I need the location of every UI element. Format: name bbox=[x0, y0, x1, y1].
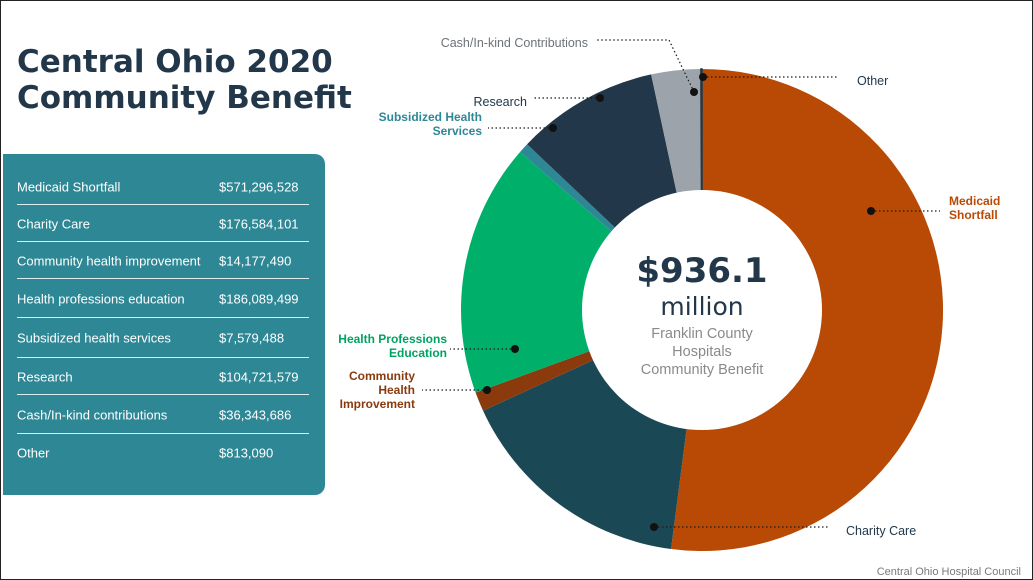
row-divider bbox=[17, 433, 309, 434]
center-caption-line-1: Franklin County bbox=[651, 326, 753, 342]
donut-hole bbox=[582, 190, 822, 430]
row-value: $104,721,579 bbox=[219, 369, 299, 384]
row-label: Cash/In-kind contributions bbox=[17, 407, 168, 422]
benefit-table: Medicaid Shortfall $571,296,528 Charity … bbox=[3, 154, 325, 495]
table-row: Subsidized health services $7,579,488 bbox=[17, 318, 309, 358]
callout-dot-subsidized bbox=[549, 124, 557, 132]
callout-dot-research bbox=[596, 94, 604, 102]
table-row: Medicaid Shortfall $571,296,528 bbox=[17, 168, 309, 205]
callout-label-line: Medicaid bbox=[949, 194, 1000, 208]
row-label: Medicaid Shortfall bbox=[17, 179, 121, 194]
callout-label-education: Health Professions Education bbox=[338, 332, 447, 360]
callout-label-research: Research bbox=[474, 95, 528, 109]
callout-label-charity: Charity Care bbox=[846, 524, 916, 538]
row-value: $176,584,101 bbox=[219, 216, 299, 231]
row-value: $186,089,499 bbox=[219, 291, 299, 306]
callout-label-community: Community Health Improvement bbox=[340, 369, 416, 411]
callout-label-cash: Cash/In-kind Contributions bbox=[441, 36, 588, 50]
callout-label-line: Charity Care bbox=[846, 524, 916, 538]
footer-credit: Central Ohio Hospital Council bbox=[876, 566, 1021, 578]
callout-label-medicaid: Medicaid Shortfall bbox=[949, 194, 1000, 222]
table-row: Health professions education $186,089,49… bbox=[17, 279, 309, 318]
callout-label-line: Health bbox=[378, 383, 415, 397]
callout-label-line: Other bbox=[857, 74, 888, 88]
callout-label-line: Education bbox=[389, 346, 447, 360]
row-label: Health professions education bbox=[17, 291, 185, 306]
center-amount: $936.1 bbox=[636, 251, 767, 291]
callout-label-other: Other bbox=[857, 74, 888, 88]
row-value: $571,296,528 bbox=[219, 179, 299, 194]
row-divider bbox=[17, 278, 309, 279]
callout-dot-community bbox=[483, 386, 491, 394]
callout-label-line: Research bbox=[474, 95, 528, 109]
callout-label-line: Community bbox=[349, 369, 415, 383]
row-label: Community health improvement bbox=[17, 253, 201, 268]
table-row: Charity Care $176,584,101 bbox=[17, 205, 309, 242]
row-divider bbox=[17, 357, 309, 358]
row-value: $14,177,490 bbox=[219, 253, 292, 268]
callout-dot-charity bbox=[650, 523, 658, 531]
row-divider bbox=[17, 317, 309, 318]
row-value: $36,343,686 bbox=[219, 407, 292, 422]
callout-dot-education bbox=[511, 345, 519, 353]
center-caption-line-2: Hospitals bbox=[672, 344, 732, 360]
center-unit: million bbox=[660, 292, 743, 321]
row-divider bbox=[17, 394, 309, 395]
callout-dot-other bbox=[699, 73, 707, 81]
callout-dot-cash bbox=[690, 88, 698, 96]
callout-label-line: Shortfall bbox=[949, 208, 998, 222]
center-caption-line-3: Community Benefit bbox=[641, 362, 764, 378]
callout-dot-medicaid bbox=[867, 207, 875, 215]
row-label: Charity Care bbox=[17, 216, 90, 231]
callout-label-line: Subsidized Health bbox=[379, 110, 482, 124]
title-line-2: Community Benefit bbox=[17, 80, 352, 116]
callout-label-line: Health Professions bbox=[338, 332, 447, 346]
title-line-1: Central Ohio 2020 bbox=[17, 44, 333, 80]
row-divider bbox=[17, 241, 309, 242]
row-value: $7,579,488 bbox=[219, 330, 285, 346]
callout-label-line: Improvement bbox=[340, 397, 415, 411]
table-row: Community health improvement $14,177,490 bbox=[17, 242, 309, 279]
row-label: Other bbox=[17, 445, 50, 460]
callout-label-subsidized: Subsidized Health Services bbox=[379, 110, 483, 138]
row-label: Subsidized health services bbox=[17, 330, 171, 346]
row-label: Research bbox=[17, 369, 73, 384]
row-value: $813,090 bbox=[219, 445, 274, 460]
slice-education bbox=[460, 151, 702, 393]
callout-label-line: Services bbox=[433, 124, 483, 138]
table-row: Other $813,090 bbox=[17, 434, 309, 471]
slice-other bbox=[700, 68, 703, 311]
row-divider bbox=[17, 204, 309, 205]
slide-title: Central Ohio 2020 Community Benefit bbox=[17, 44, 352, 116]
table-row: Cash/In-kind contributions $36,343,686 bbox=[17, 395, 309, 434]
callout-label-line: Cash/In-kind Contributions bbox=[441, 36, 588, 50]
table-row: Research $104,721,579 bbox=[17, 358, 309, 395]
